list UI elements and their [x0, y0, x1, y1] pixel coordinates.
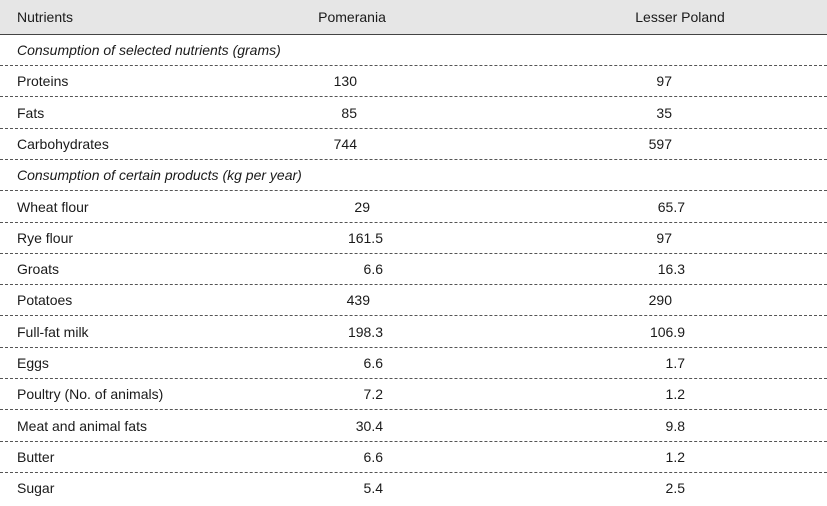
value-cell: 597 [648, 135, 672, 152]
value-cell: 29 [354, 198, 370, 215]
table-row: Meat and animal fats 30.4 9.8 [0, 411, 827, 442]
row-label: Full-fat milk [17, 323, 89, 340]
value-cell: 439 [346, 292, 370, 309]
row-label: Potatoes [17, 292, 73, 309]
value-cell: 1.2 [665, 386, 685, 403]
row-label: Poultry (No. of animals) [17, 386, 164, 403]
row-label: Fats [17, 104, 45, 121]
value-cell: 97 [656, 229, 672, 246]
section-row: Consumption of selected nutrients (grams… [0, 35, 827, 66]
row-label: Eggs [17, 355, 49, 371]
table-row: Wheat flour 29 65.7 [0, 192, 827, 223]
row-label: Proteins [17, 73, 69, 90]
value-cell: 35 [656, 104, 672, 121]
value-cell: 97 [656, 73, 672, 90]
section-row: Consumption of certain products (kg per … [0, 160, 827, 192]
header-cell: Pomerania [318, 9, 386, 25]
value-cell: 161.5 [347, 229, 383, 246]
value-cell: 85 [341, 104, 357, 121]
table-row: Carbohydrates 744 597 [0, 129, 827, 160]
value-cell: 106.9 [649, 323, 685, 340]
value-cell: 65.7 [657, 198, 685, 215]
row-label: Rye flour [17, 229, 74, 246]
row-label: Carbohydrates [17, 135, 109, 152]
value-cell: 1.7 [665, 355, 685, 371]
header-cell: Nutrients [17, 9, 74, 25]
row-label: Meat and animal fats [17, 417, 147, 434]
table-row: Sugar 5.4 2.5 [0, 473, 827, 504]
table-row: Butter 6.6 1.2 [0, 442, 827, 473]
value-cell: 2.5 [665, 480, 685, 497]
header-cell: Lesser Poland [635, 9, 725, 25]
header-row: Nutrients Pomerania Lesser Poland [0, 0, 827, 35]
section-title: Consumption of certain products (kg per … [17, 167, 302, 184]
value-cell: 16.3 [657, 261, 685, 278]
value-cell: 1.2 [665, 448, 685, 465]
table-row: Potatoes 439 290 [0, 285, 827, 317]
value-cell: 5.4 [363, 480, 383, 497]
row-label: Butter [17, 448, 55, 465]
table-row: Rye flour 161.5 97 [0, 223, 827, 254]
value-cell: 6.6 [363, 355, 383, 371]
table-row: Proteins 130 97 [0, 66, 827, 98]
value-cell: 744 [333, 135, 357, 152]
table-row: Poultry (No. of animals) 7.2 1.2 [0, 379, 827, 411]
table-row: Groats 6.6 16.3 [0, 254, 827, 286]
value-cell: 7.2 [363, 386, 383, 403]
value-cell: 130 [333, 73, 357, 90]
value-cell: 6.6 [363, 448, 383, 465]
value-cell: 30.4 [355, 417, 383, 434]
row-label: Sugar [17, 480, 55, 497]
table-row: Eggs 6.6 1.7 [0, 348, 827, 379]
section-title: Consumption of selected nutrients (grams… [17, 42, 281, 58]
row-label: Groats [17, 261, 60, 278]
value-cell: 9.8 [665, 417, 685, 434]
value-cell: 6.6 [363, 261, 383, 278]
value-cell: 198.3 [347, 323, 383, 340]
row-label: Wheat flour [17, 198, 89, 215]
value-cell: 290 [648, 292, 672, 309]
table-row: Fats 85 35 [0, 98, 827, 129]
table-row: Full-fat milk 198.3 106.9 [0, 317, 827, 348]
